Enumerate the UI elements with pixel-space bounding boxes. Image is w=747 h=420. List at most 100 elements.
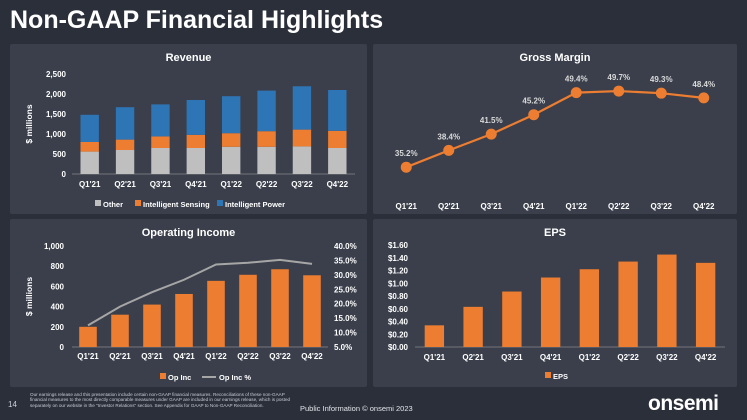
x-tick-label: Q4'21 bbox=[185, 180, 207, 189]
bar-intelligent-power bbox=[115, 107, 135, 140]
x-tick-label: Q2'22 bbox=[608, 202, 630, 211]
legend-swatch bbox=[135, 200, 141, 206]
data-label: 38.4% bbox=[437, 132, 460, 141]
y-tick-label: $1.40 bbox=[388, 254, 409, 263]
revenue-chart: Revenue 0 500 1,000 1,500 2,000 2,500 $ million… bbox=[24, 52, 355, 209]
bar-other bbox=[186, 148, 206, 174]
legend-label: EPS bbox=[553, 372, 568, 381]
bar-other bbox=[221, 146, 241, 174]
y2-tick-label: 30.0% bbox=[334, 271, 357, 280]
data-label: 49.3% bbox=[650, 75, 673, 84]
data-point bbox=[400, 161, 412, 173]
legend-swatch bbox=[545, 372, 551, 378]
x-tick-label: Q4'22 bbox=[327, 180, 349, 189]
legend-label: Op Inc % bbox=[219, 373, 251, 382]
y2-tick-label: 20.0% bbox=[334, 300, 357, 309]
legend-label: Other bbox=[103, 200, 123, 209]
x-tick-label: Q1'22 bbox=[220, 180, 242, 189]
bar-intelligent-power bbox=[186, 100, 206, 135]
bar-intelligent-power bbox=[328, 90, 347, 131]
bar-intelligent-sensing bbox=[257, 131, 276, 147]
bar-intelligent-sensing bbox=[186, 134, 206, 148]
legend-label: Op Inc bbox=[168, 373, 191, 382]
chart-title: Gross Margin bbox=[520, 52, 591, 64]
y-tick-label: 1,500 bbox=[46, 110, 67, 119]
data-point bbox=[655, 87, 667, 99]
x-tick-label: Q2'21 bbox=[438, 202, 460, 211]
footnote: Our earnings release and this presentati… bbox=[30, 392, 291, 408]
x-tick-label: Q2'22 bbox=[617, 353, 639, 362]
y2-tick-label: 10.0% bbox=[334, 329, 357, 338]
bar-other bbox=[151, 148, 170, 174]
data-label: 45.2% bbox=[522, 97, 545, 106]
x-tick-label: Q3'21 bbox=[150, 180, 172, 189]
y-tick-label: $0.00 bbox=[388, 343, 409, 352]
x-tick-label: Q1'22 bbox=[579, 353, 601, 362]
data-point bbox=[485, 128, 497, 140]
legend-swatch bbox=[95, 200, 101, 206]
gross-margin-line bbox=[405, 89, 704, 169]
y-tick-label: $0.20 bbox=[388, 330, 409, 339]
data-label: 35.2% bbox=[395, 149, 418, 158]
x-tick-label: Q2'22 bbox=[237, 352, 259, 361]
x-tick-label: Q1'21 bbox=[396, 202, 418, 211]
page-number: 14 bbox=[8, 400, 17, 409]
y-tick-label: 600 bbox=[51, 282, 65, 291]
x-tick-label: Q3'21 bbox=[481, 202, 503, 211]
bar-op-inc bbox=[303, 275, 321, 347]
data-label: 48.4% bbox=[692, 80, 715, 89]
bar-other bbox=[115, 150, 135, 174]
bar-intelligent-sensing bbox=[292, 129, 312, 147]
y-tick-label: 0 bbox=[60, 343, 65, 352]
x-tick-label: Q4'22 bbox=[693, 202, 715, 211]
y2-tick-label: 40.0% bbox=[334, 242, 357, 251]
y-tick-label: 1,000 bbox=[46, 130, 67, 139]
x-tick-label: Q3'21 bbox=[501, 353, 523, 362]
y-axis-label: $ millions bbox=[24, 277, 34, 316]
bar-intelligent-sensing bbox=[115, 139, 135, 150]
bar-op-inc bbox=[79, 326, 97, 347]
data-point bbox=[570, 87, 582, 99]
y-tick-label: 200 bbox=[51, 323, 65, 332]
x-tick-label: Q2'21 bbox=[114, 180, 136, 189]
data-point bbox=[613, 85, 625, 97]
chart-title: EPS bbox=[544, 227, 566, 239]
x-tick-label: Q3'22 bbox=[651, 202, 673, 211]
page-title: Non-GAAP Financial Highlights bbox=[10, 6, 384, 34]
x-tick-label: Q3'22 bbox=[656, 353, 678, 362]
bar-eps bbox=[618, 261, 638, 347]
bar-op-inc bbox=[143, 304, 161, 347]
x-tick-label: Q1'21 bbox=[77, 352, 99, 361]
bar-eps bbox=[657, 254, 677, 347]
op-inc-pct-line bbox=[87, 258, 313, 327]
legend-swatch bbox=[160, 373, 166, 379]
bar-other bbox=[257, 146, 276, 174]
footer-center-text: Public Information © onsemi 2023 bbox=[300, 404, 413, 413]
gross-margin-chart: Gross Margin 35.2% 38.4% 41.5% 45.2% 49.4% 49.… bbox=[395, 52, 715, 211]
x-tick-label: Q3'22 bbox=[291, 180, 313, 189]
y-tick-label: $0.60 bbox=[388, 305, 409, 314]
operating-income-panel: Operating Income 0 200 400 600 800 1,000 5.0% 10… bbox=[10, 219, 367, 387]
bar-intelligent-power bbox=[151, 104, 170, 137]
x-tick-label: Q1'21 bbox=[424, 353, 446, 362]
y-tick-label: 1,000 bbox=[44, 242, 65, 251]
y2-tick-label: 35.0% bbox=[334, 256, 357, 265]
bar-op-inc bbox=[239, 274, 257, 347]
bar-intelligent-power bbox=[221, 96, 241, 134]
bar-other bbox=[292, 146, 312, 174]
x-tick-label: Q3'21 bbox=[141, 352, 163, 361]
y2-tick-label: 15.0% bbox=[334, 314, 357, 323]
y-tick-label: $1.60 bbox=[388, 241, 409, 250]
y-tick-label: $1.20 bbox=[388, 267, 409, 276]
y-tick-label: $0.80 bbox=[388, 292, 409, 301]
legend-label: Intelligent Power bbox=[225, 200, 285, 209]
bar-op-inc bbox=[271, 269, 289, 347]
bar-eps bbox=[695, 262, 716, 347]
data-point bbox=[528, 109, 540, 121]
y-axis-label: $ millions bbox=[24, 104, 34, 143]
y-tick-label: 0 bbox=[62, 170, 67, 179]
x-tick-label: Q4'22 bbox=[301, 352, 323, 361]
bar-intelligent-sensing bbox=[80, 142, 99, 152]
y-tick-label: 2,500 bbox=[46, 70, 67, 79]
bar-intelligent-power bbox=[257, 90, 276, 132]
